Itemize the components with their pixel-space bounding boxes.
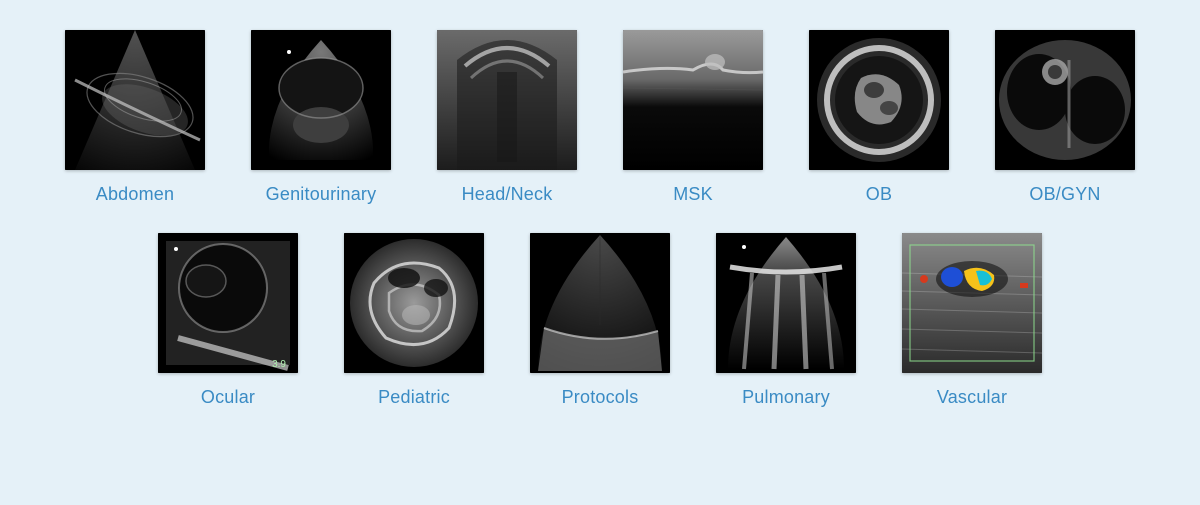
thumb-ob	[809, 30, 949, 170]
category-label: Protocols	[562, 387, 639, 408]
category-obgyn[interactable]: OB/GYN	[995, 30, 1135, 205]
category-ob[interactable]: OB	[809, 30, 949, 205]
thumb-abdomen	[65, 30, 205, 170]
category-abdomen[interactable]: Abdomen	[65, 30, 205, 205]
category-label: Vascular	[937, 387, 1007, 408]
category-headneck[interactable]: Head/Neck	[437, 30, 577, 205]
thumb-vascular	[902, 233, 1042, 373]
category-msk[interactable]: MSK	[623, 30, 763, 205]
thumb-headneck	[437, 30, 577, 170]
category-row-1: Abdomen	[50, 30, 1150, 205]
thumb-ocular: 3.9	[158, 233, 298, 373]
thumb-genitourinary	[251, 30, 391, 170]
category-protocols[interactable]: Protocols	[530, 233, 670, 408]
category-label: Ocular	[201, 387, 255, 408]
thumb-msk	[623, 30, 763, 170]
category-genitourinary[interactable]: Genitourinary	[251, 30, 391, 205]
category-label: OB	[866, 184, 892, 205]
category-row-2: 3.9 Ocular	[50, 233, 1150, 408]
category-vascular[interactable]: Vascular	[902, 233, 1042, 408]
thumb-protocols	[530, 233, 670, 373]
category-label: Genitourinary	[266, 184, 377, 205]
category-label: Abdomen	[96, 184, 174, 205]
category-label: Pediatric	[378, 387, 450, 408]
category-ocular[interactable]: 3.9 Ocular	[158, 233, 298, 408]
category-pediatric[interactable]: Pediatric	[344, 233, 484, 408]
thumb-obgyn	[995, 30, 1135, 170]
thumb-pulmonary	[716, 233, 856, 373]
thumb-pediatric	[344, 233, 484, 373]
category-label: Pulmonary	[742, 387, 830, 408]
category-grid: Abdomen	[0, 0, 1200, 428]
category-pulmonary[interactable]: Pulmonary	[716, 233, 856, 408]
category-label: OB/GYN	[1029, 184, 1100, 205]
category-label: Head/Neck	[462, 184, 553, 205]
svg-text:3.9: 3.9	[272, 359, 286, 370]
category-label: MSK	[673, 184, 713, 205]
